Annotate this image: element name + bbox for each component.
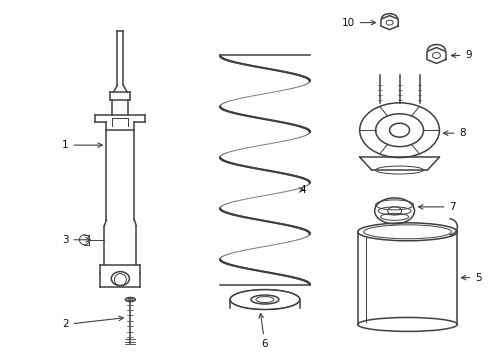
Text: 3: 3	[62, 235, 91, 245]
Text: 5: 5	[462, 273, 482, 283]
Text: 10: 10	[342, 18, 376, 28]
Text: 2: 2	[62, 316, 123, 329]
Text: 7: 7	[418, 202, 456, 212]
Text: 1: 1	[62, 140, 102, 150]
Text: 4: 4	[299, 185, 306, 195]
Text: 9: 9	[451, 50, 472, 60]
Text: 8: 8	[443, 128, 466, 138]
Text: 6: 6	[259, 314, 268, 349]
